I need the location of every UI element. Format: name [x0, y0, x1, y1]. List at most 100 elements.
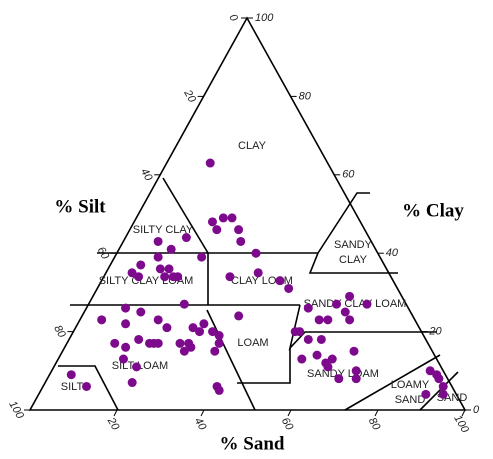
sample-point: [295, 327, 305, 337]
boundary: [308, 252, 398, 274]
sample-point: [349, 346, 359, 356]
sand-tick-label: 40: [192, 416, 209, 433]
sample-point: [351, 366, 361, 376]
sample-point: [127, 378, 137, 388]
sample-point: [227, 213, 237, 223]
clay-tick-label: 0: [473, 404, 480, 416]
sample-point: [207, 217, 217, 227]
triangle-frame: [28, 16, 467, 411]
sand-tick-label: 20: [104, 415, 121, 433]
sand-axis-title: % Sand: [220, 433, 285, 454]
sample-point: [153, 236, 163, 246]
sample-point: [162, 323, 172, 333]
sample-point: [110, 338, 120, 348]
clay-tick-label: 40: [386, 247, 399, 259]
sand-tick-label: 100: [451, 413, 471, 436]
boundary: [317, 192, 370, 254]
sample-point: [134, 272, 144, 282]
sample-point: [312, 350, 322, 360]
silt-tick-label: 0: [226, 12, 240, 24]
sample-point: [236, 236, 246, 246]
sample-point: [188, 323, 198, 333]
sample-point: [66, 370, 76, 380]
sample-point: [351, 374, 361, 384]
region-label: SANDY LOAM: [307, 368, 379, 380]
sample-point: [121, 319, 131, 329]
sample-point: [323, 362, 333, 372]
sample-point: [438, 389, 448, 399]
sample-point: [316, 334, 326, 344]
region-label: SILT: [61, 381, 84, 393]
sample-point: [205, 158, 215, 168]
silt-tick-label: 100: [6, 399, 26, 422]
boundary: [206, 309, 256, 411]
region-label: CLAY: [339, 254, 368, 266]
sample-point: [421, 389, 431, 399]
region-label: SAND: [395, 394, 426, 406]
sample-point: [214, 331, 224, 341]
silt-tick-label: 40: [138, 166, 155, 183]
tick-mark: [461, 409, 466, 417]
sand-tick-label: 80: [366, 416, 383, 433]
sample-point: [208, 327, 218, 337]
sample-point: [332, 299, 342, 309]
silt-tick-label: 20: [181, 87, 198, 105]
sample-point: [132, 362, 142, 372]
sample-point: [434, 374, 444, 384]
sample-point: [323, 315, 333, 325]
region-label: SANDY CLAY LOAM: [304, 298, 407, 310]
sample-point: [362, 299, 372, 309]
sample-point: [195, 327, 205, 337]
boundary: [419, 371, 459, 411]
sample-point: [214, 385, 224, 395]
sample-point: [173, 272, 183, 282]
sample-point: [284, 283, 294, 293]
sample-point: [179, 299, 189, 309]
sample-point: [164, 264, 174, 274]
region-label: LOAM: [237, 337, 268, 349]
tick-mark: [113, 409, 118, 417]
texture-boundaries: [58, 177, 459, 411]
sample-point: [197, 252, 207, 262]
sample-point: [121, 303, 131, 313]
sample-point: [214, 338, 224, 348]
tick-mark: [374, 409, 379, 417]
region-label: SANDY: [334, 239, 373, 251]
clay-tick-label: 80: [299, 90, 312, 102]
sand-tick-label: 60: [279, 416, 296, 433]
sample-point: [118, 354, 128, 364]
sample-point: [127, 268, 137, 278]
sample-point: [155, 264, 165, 274]
sample-point: [297, 354, 307, 364]
sample-point: [327, 354, 337, 364]
sample-point: [134, 334, 144, 344]
sample-point: [303, 303, 313, 313]
boundary: [288, 304, 437, 351]
clay-tick-label: 20: [428, 326, 442, 338]
sample-point: [121, 342, 131, 352]
sample-point: [153, 315, 163, 325]
sample-point: [160, 272, 170, 282]
clay-tick-label: 100: [255, 12, 274, 24]
tick-mark: [200, 409, 205, 417]
sample-point: [303, 334, 313, 344]
sample-point: [314, 315, 324, 325]
boundary: [162, 177, 209, 254]
sample-point: [345, 315, 355, 325]
sample-point: [253, 268, 263, 278]
silt-tick-label: 60: [95, 245, 112, 262]
region-label: LOAMY: [391, 379, 430, 391]
sample-point: [97, 315, 107, 325]
region-label: SILTY CLAY: [133, 224, 194, 236]
sample-point: [210, 346, 220, 356]
sample-point: [438, 381, 448, 391]
sample-point: [82, 381, 92, 391]
sample-point: [234, 311, 244, 321]
sample-point: [275, 276, 285, 286]
silt-axis-title: % Silt: [54, 196, 106, 217]
sample-point: [212, 225, 222, 235]
sample-point: [179, 346, 189, 356]
sample-point: [251, 248, 261, 258]
sample-point: [166, 244, 176, 254]
